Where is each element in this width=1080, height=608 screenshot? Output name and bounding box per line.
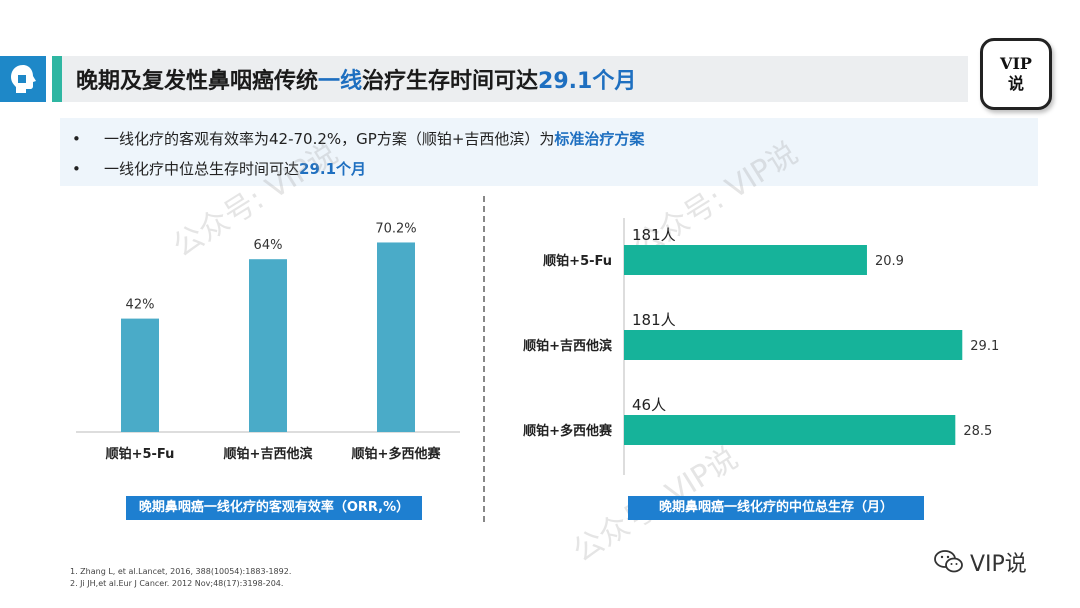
vip-badge-line2: 说 xyxy=(1007,74,1024,93)
title-accent xyxy=(52,56,62,102)
os-category-label: 顺铂+多西他赛 xyxy=(523,423,613,439)
os-value-label: 29.1 xyxy=(970,339,999,354)
bullet-text: 一线化疗的客观有效率为42-70.2%，GP方案（顺铂+吉西他滨）为 xyxy=(104,130,555,148)
os-bar-chart: 20.9 顺铂+5-Fu 181人 29.1 顺铂+吉西他滨 181人 28.5 顺铂+多西他… xyxy=(523,218,999,475)
vip-badge: VIP 说 xyxy=(980,38,1052,110)
os-bar xyxy=(624,245,867,275)
orr-value-label: 70.2% xyxy=(375,221,416,236)
os-sample-size-label: 181人 xyxy=(632,226,676,244)
orr-bar xyxy=(121,318,159,432)
footer-brand-text: VIP说 xyxy=(970,552,1027,577)
footer-brand: VIP说 xyxy=(934,546,1027,578)
orr-category-label: 顺铂+吉西他滨 xyxy=(224,446,313,462)
vip-badge-line1: VIP xyxy=(1000,54,1032,73)
os-bar xyxy=(624,415,956,445)
orr-chart-caption: 晚期鼻咽癌一线化疗的客观有效率（ORR,%） xyxy=(126,496,422,520)
bullet-marker: • xyxy=(72,130,81,148)
os-category-label: 顺铂+5-Fu xyxy=(543,253,612,269)
os-sample-size-label: 181人 xyxy=(632,311,676,329)
bullet-marker: • xyxy=(72,160,81,178)
chart-divider xyxy=(483,196,485,522)
orr-bar xyxy=(377,242,415,432)
head-profile-icon xyxy=(11,65,36,93)
orr-category-label: 顺铂+5-Fu xyxy=(106,446,175,462)
bullet-highlight: 标准治疗方案 xyxy=(554,130,645,148)
page-title: 晚期及复发性鼻咽癌传统一线治疗生存时间可达29.1个月 xyxy=(76,69,637,94)
reference-item: 2. Ji JH,et al.Eur J Cancer. 2012 Nov;48… xyxy=(70,579,284,588)
reference-item: 1. Zhang L, et al.Lancet, 2016, 388(1005… xyxy=(70,567,292,576)
orr-bar-chart: 42% 顺铂+5-Fu 64% 顺铂+吉西他滨 70.2% 顺铂+多西他赛 xyxy=(76,221,460,462)
orr-value-label: 64% xyxy=(254,238,283,253)
orr-value-label: 42% xyxy=(126,298,155,313)
bullet-highlight: 29.1个月 xyxy=(299,160,367,178)
os-value-label: 20.9 xyxy=(875,254,904,269)
wechat-icon xyxy=(934,550,963,573)
summary-bullets: • 一线化疗的客观有效率为42-70.2%，GP方案（顺铂+吉西他滨）为 标准治疗… xyxy=(60,118,1038,186)
os-value-label: 28.5 xyxy=(963,424,992,439)
os-category-label: 顺铂+吉西他滨 xyxy=(523,338,612,354)
bullet-item: • 一线化疗中位总生存时间可达 29.1个月 xyxy=(72,154,1038,184)
bullet-item: • 一线化疗的客观有效率为42-70.2%，GP方案（顺铂+吉西他滨）为 标准治疗… xyxy=(72,124,1038,154)
title-bar: 晚期及复发性鼻咽癌传统一线治疗生存时间可达29.1个月 xyxy=(52,56,968,102)
references: 1. Zhang L, et al.Lancet, 2016, 388(1005… xyxy=(70,566,291,590)
os-bar xyxy=(624,330,963,360)
os-chart-caption: 晚期鼻咽癌一线化疗的中位总生存（月） xyxy=(628,496,924,520)
orr-category-label: 顺铂+多西他赛 xyxy=(352,446,442,462)
logo xyxy=(0,56,46,102)
os-sample-size-label: 46人 xyxy=(632,396,666,414)
orr-bar xyxy=(249,259,287,432)
bullet-text: 一线化疗中位总生存时间可达 xyxy=(104,160,300,178)
